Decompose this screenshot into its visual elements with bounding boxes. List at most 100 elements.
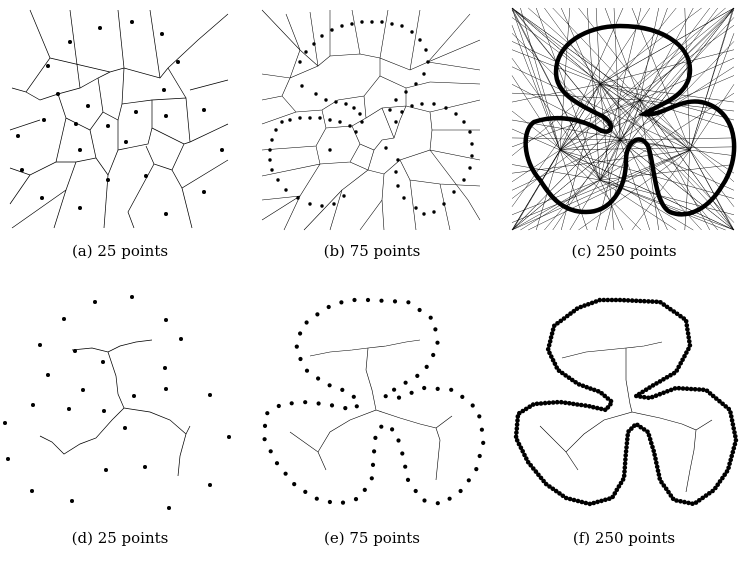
sample-point xyxy=(732,441,738,447)
voronoi-edge xyxy=(599,7,642,181)
sample-point xyxy=(566,375,572,381)
sample-point xyxy=(550,327,556,332)
sample-point xyxy=(379,424,384,429)
sample-point xyxy=(715,482,720,488)
voronoi-edge xyxy=(619,7,718,141)
voronoi-edge xyxy=(689,7,735,151)
sample-point xyxy=(657,476,662,481)
sample-point xyxy=(365,297,371,303)
sample-point xyxy=(729,453,734,459)
sample-point xyxy=(704,388,710,394)
sample-point xyxy=(623,457,628,462)
sample-point xyxy=(558,318,564,324)
sample-point xyxy=(733,438,739,443)
voronoi-edge xyxy=(604,99,641,231)
caption-d: (d) 25 points xyxy=(71,529,169,547)
voronoi-edge xyxy=(560,7,621,141)
sample-point xyxy=(546,343,552,348)
voronoi-edge xyxy=(511,7,601,85)
sample-point xyxy=(343,406,348,411)
sample-point xyxy=(582,303,587,308)
sample-point xyxy=(610,494,615,500)
sample-point xyxy=(424,364,429,369)
voronoi-edge xyxy=(511,149,691,223)
sample-point xyxy=(542,400,548,406)
sample-point xyxy=(575,498,581,504)
sample-point xyxy=(707,491,712,496)
sample-point xyxy=(714,396,719,401)
sample-point xyxy=(576,382,582,387)
sample-point xyxy=(352,297,357,303)
voronoi-edge xyxy=(511,149,691,231)
sample-point xyxy=(728,457,733,463)
voronoi-edge xyxy=(528,149,691,231)
sample-point xyxy=(595,499,600,505)
sample-point xyxy=(729,414,734,419)
sample-point xyxy=(477,414,482,419)
sample-point xyxy=(570,377,575,383)
sample-point xyxy=(668,493,674,498)
sample-point xyxy=(552,323,557,329)
sample-point xyxy=(649,440,654,446)
sample-point xyxy=(579,402,584,408)
sample-point xyxy=(638,298,643,304)
sample-point xyxy=(314,496,319,501)
voronoi-edge xyxy=(599,7,735,85)
voronoi-edge xyxy=(639,99,659,231)
sample-point xyxy=(638,394,643,399)
sample-point xyxy=(392,299,398,304)
sample-point xyxy=(621,297,627,303)
voronoi-edge xyxy=(511,149,561,182)
sample-point xyxy=(642,394,647,400)
sample-point xyxy=(629,298,635,303)
sample-point xyxy=(626,429,631,434)
sample-point xyxy=(265,411,270,416)
sample-point xyxy=(654,460,659,466)
sample-point xyxy=(329,403,335,408)
sample-point xyxy=(571,497,577,503)
sample-point xyxy=(599,498,604,504)
sample-point xyxy=(633,298,639,304)
sample-point xyxy=(599,391,604,396)
voronoi-edge xyxy=(511,179,601,231)
sample-point xyxy=(353,497,359,502)
sample-point xyxy=(653,393,659,399)
sample-point xyxy=(646,395,651,401)
voronoi-edge xyxy=(559,7,624,151)
sample-point xyxy=(728,410,733,415)
voronoi-edge xyxy=(639,7,710,101)
sample-point xyxy=(563,373,568,378)
sample-point xyxy=(563,400,568,406)
sample-point xyxy=(641,427,647,432)
sample-point xyxy=(515,418,520,423)
sample-point xyxy=(651,448,656,454)
sample-point xyxy=(682,499,687,505)
sample-point xyxy=(690,501,695,507)
voronoi-edge xyxy=(511,119,691,151)
sample-point xyxy=(567,496,573,502)
sample-point xyxy=(513,434,519,440)
sample-point xyxy=(392,387,397,392)
sample-point xyxy=(617,297,623,303)
sample-point xyxy=(661,483,667,488)
sample-point xyxy=(710,393,716,399)
voronoi-edge xyxy=(599,7,702,85)
sample-point xyxy=(520,408,526,414)
sample-point xyxy=(629,426,634,431)
voronoi-edge xyxy=(559,7,571,151)
sample-point xyxy=(340,500,346,505)
sample-point xyxy=(518,445,524,451)
voronoi-edge xyxy=(689,149,734,231)
sample-point xyxy=(622,465,628,470)
sample-point xyxy=(605,396,611,401)
sample-point xyxy=(622,469,627,474)
voronoi-edge xyxy=(578,7,691,151)
sample-point xyxy=(609,297,615,303)
sample-point xyxy=(549,331,555,336)
sample-point xyxy=(686,335,691,340)
sample-point xyxy=(638,424,643,430)
sample-point xyxy=(435,386,440,391)
sample-point xyxy=(362,487,367,492)
